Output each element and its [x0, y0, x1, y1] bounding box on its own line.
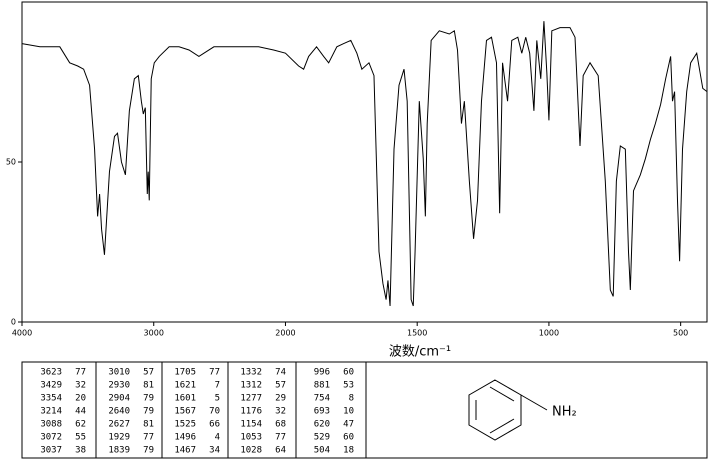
peak-wavenumber: 2904 — [108, 394, 130, 404]
x-tick-label: 1500 — [407, 329, 427, 338]
peak-transmittance: 74 — [275, 368, 286, 378]
x-tick-label: 3000 — [144, 329, 164, 338]
peak-transmittance: 32 — [275, 407, 286, 417]
bond — [520, 394, 548, 411]
peak-wavenumber: 1154 — [240, 420, 262, 430]
peak-wavenumber: 1028 — [240, 446, 262, 456]
x-tick-label: 2000 — [275, 329, 295, 338]
peak-wavenumber: 620 — [314, 420, 330, 430]
peak-wavenumber: 2627 — [108, 420, 130, 430]
peak-wavenumber: 3354 — [40, 394, 62, 404]
peak-wavenumber: 1601 — [174, 394, 196, 404]
double-bond — [489, 386, 515, 402]
peak-wavenumber: 3429 — [40, 381, 62, 391]
structure-frame — [365, 361, 708, 459]
peak-transmittance: 77 — [75, 368, 86, 378]
peak-wavenumber: 3214 — [40, 407, 62, 417]
peak-wavenumber: 3088 — [40, 420, 62, 430]
peak-transmittance: 5 — [215, 394, 220, 404]
peak-transmittance: 8 — [349, 394, 354, 404]
peak-transmittance: 68 — [275, 420, 286, 430]
peak-transmittance: 81 — [143, 381, 154, 391]
benzene-ring — [468, 379, 522, 441]
peak-transmittance: 38 — [75, 446, 86, 456]
peak-transmittance: 77 — [209, 368, 220, 378]
peak-wavenumber: 1621 — [174, 381, 196, 391]
peak-transmittance: 57 — [275, 381, 286, 391]
structure-label: NH₂ — [552, 405, 577, 420]
x-tick-label: 4000 — [12, 329, 32, 338]
peak-wavenumber: 1053 — [240, 433, 262, 443]
peak-transmittance: 55 — [75, 433, 86, 443]
peak-wavenumber: 1705 — [174, 368, 196, 378]
spectrum-line — [21, 21, 708, 307]
peak-wavenumber: 996 — [314, 368, 330, 378]
double-bond — [489, 418, 515, 434]
peak-transmittance: 34 — [209, 446, 220, 456]
y-tick-label: 50 — [6, 158, 16, 167]
peak-wavenumber: 1467 — [174, 446, 196, 456]
x-axis-label: 波数/cm⁻¹ — [389, 345, 451, 360]
peak-transmittance: 44 — [75, 407, 86, 417]
peak-transmittance: 81 — [143, 420, 154, 430]
peak-transmittance: 47 — [343, 420, 354, 430]
peak-transmittance: 66 — [209, 420, 220, 430]
peak-wavenumber: 1839 — [108, 446, 130, 456]
peak-transmittance: 64 — [275, 446, 286, 456]
x-tick-label: 1000 — [539, 329, 559, 338]
peak-transmittance: 79 — [143, 446, 154, 456]
peak-wavenumber: 754 — [314, 394, 330, 404]
peak-transmittance: 70 — [209, 407, 220, 417]
structure — [468, 379, 548, 441]
peak-wavenumber: 3072 — [40, 433, 62, 443]
peak-wavenumber: 1332 — [240, 368, 262, 378]
y-tick-label: 0 — [11, 318, 16, 327]
peak-transmittance: 10 — [343, 407, 354, 417]
peak-transmittance: 7 — [215, 381, 220, 391]
peak-transmittance: 57 — [143, 368, 154, 378]
peak-transmittance: 20 — [75, 394, 86, 404]
peak-wavenumber: 529 — [314, 433, 330, 443]
peak-wavenumber: 3037 — [40, 446, 62, 456]
peak-transmittance: 4 — [215, 433, 220, 443]
peak-transmittance: 32 — [75, 381, 86, 391]
peak-wavenumber: 693 — [314, 407, 330, 417]
peak-transmittance: 53 — [343, 381, 354, 391]
peak-transmittance: 60 — [343, 368, 354, 378]
peak-wavenumber: 1312 — [240, 381, 262, 391]
peak-transmittance: 79 — [143, 394, 154, 404]
peak-wavenumber: 1567 — [174, 407, 196, 417]
peak-transmittance: 77 — [275, 433, 286, 443]
peak-wavenumber: 1496 — [174, 433, 196, 443]
x-tick-label: 500 — [673, 329, 688, 338]
peak-wavenumber: 2640 — [108, 407, 130, 417]
peak-transmittance: 60 — [343, 433, 354, 443]
peak-wavenumber: 3010 — [108, 368, 130, 378]
peak-transmittance: 77 — [143, 433, 154, 443]
peak-wavenumber: 2930 — [108, 381, 130, 391]
peak-wavenumber: 1277 — [240, 394, 262, 404]
peak-wavenumber: 1929 — [108, 433, 130, 443]
peak-wavenumber: 881 — [314, 381, 330, 391]
peak-transmittance: 29 — [275, 394, 286, 404]
peak-transmittance: 79 — [143, 407, 154, 417]
peak-wavenumber: 1176 — [240, 407, 262, 417]
peak-wavenumber: 3623 — [40, 368, 62, 378]
peak-wavenumber: 1525 — [174, 420, 196, 430]
peak-wavenumber: 504 — [314, 446, 330, 456]
peak-transmittance: 18 — [343, 446, 354, 456]
peak-transmittance: 62 — [75, 420, 86, 430]
